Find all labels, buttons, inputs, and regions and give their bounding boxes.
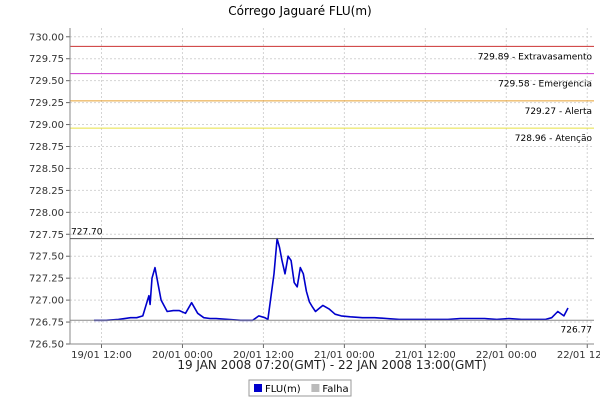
x-tick-label: 20/01 12:00 xyxy=(233,350,294,361)
x-tick-label: 19/01 12:00 xyxy=(71,350,132,361)
axes: 726.50 726.75 727.00 727.25 727.50 727.75 728.… xyxy=(29,28,600,361)
min-marker-label: 726.77 xyxy=(561,325,593,335)
x-tick-label: 20/01 00:00 xyxy=(152,350,213,361)
x-tick-label: 22/01 00:00 xyxy=(476,350,537,361)
reference-lines: 729.89 - Extravasamento 729.58 - Emergenc… xyxy=(70,45,594,144)
series-line xyxy=(94,237,569,322)
x-tick-label: 21/01 00:00 xyxy=(314,350,375,361)
reference-line-label: 728.96 - Atenção xyxy=(515,134,593,144)
reference-line-label: 729.89 - Extravasamento xyxy=(478,52,593,62)
y-tick-label: 726.50 xyxy=(29,340,64,351)
series xyxy=(94,237,569,322)
x-tick-label: 21/01 12:00 xyxy=(395,350,456,361)
y-tick-label: 727.00 xyxy=(29,296,64,307)
y-tick-label: 726.75 xyxy=(29,318,64,329)
y-tick-label: 729.00 xyxy=(29,120,64,131)
y-tick-label: 729.75 xyxy=(29,54,64,65)
markers: 727.70 726.77 xyxy=(70,228,594,335)
reference-line-label: 729.27 - Alerta xyxy=(525,107,592,117)
x-axis-caption: 19 JAN 2008 07:20(GMT) - 22 JAN 2008 13:… xyxy=(177,358,486,372)
legend-label: FLU(m) xyxy=(265,384,301,395)
y-tick-label: 729.50 xyxy=(29,76,64,87)
chart-title: Córrego Jaguaré FLU(m) xyxy=(228,4,371,18)
y-tick-label: 728.75 xyxy=(29,142,64,153)
legend-swatch xyxy=(311,384,320,392)
y-tick-label: 729.25 xyxy=(29,98,64,109)
y-tick-label: 727.50 xyxy=(29,252,64,263)
legend: FLU(m) Falha xyxy=(248,379,352,397)
y-tick-label: 728.00 xyxy=(29,208,64,219)
grid xyxy=(70,28,594,345)
y-tick-label: 728.50 xyxy=(29,164,64,175)
y-tick-label: 727.25 xyxy=(29,274,64,285)
x-tick-label: 22/01 12:00 xyxy=(557,350,600,361)
legend-label: Falha xyxy=(322,384,348,395)
legend-swatch xyxy=(254,384,262,392)
max-marker-label: 727.70 xyxy=(71,228,103,238)
y-tick-label: 728.25 xyxy=(29,186,64,197)
legend-box xyxy=(248,379,352,397)
y-tick-label: 727.75 xyxy=(29,230,64,241)
reference-line-label: 729.58 - Emergencia xyxy=(498,80,592,90)
y-tick-label: 730.00 xyxy=(29,32,64,43)
